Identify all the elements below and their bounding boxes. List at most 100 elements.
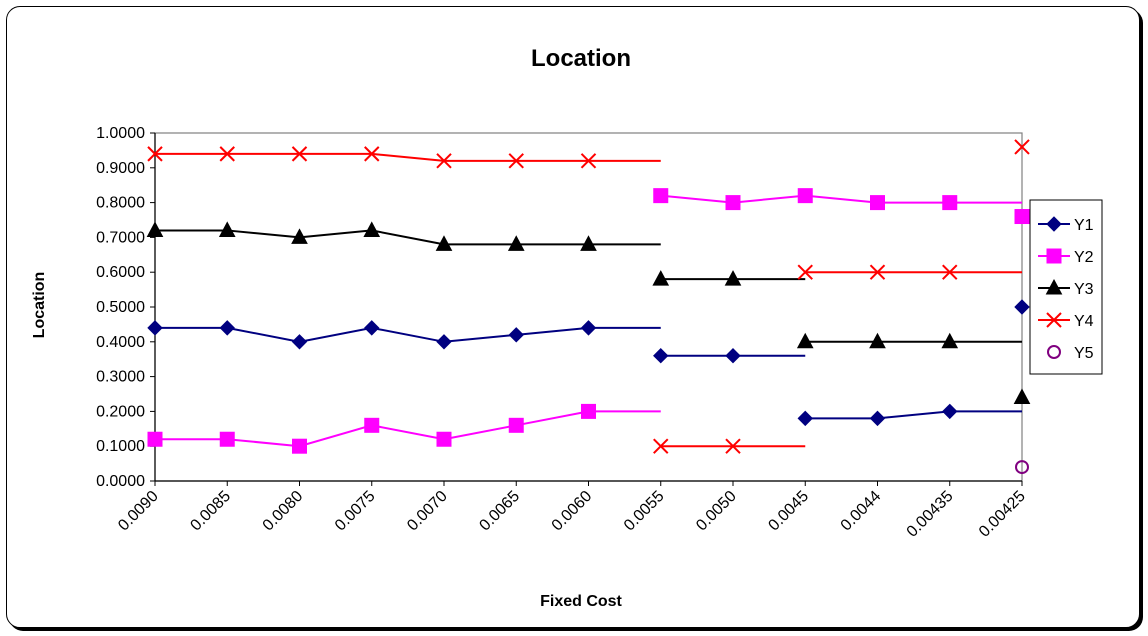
legend-y2-marker xyxy=(1046,248,1062,264)
series-y4-point xyxy=(797,264,813,280)
series-y5-point xyxy=(1015,460,1029,475)
legend-y4-marker xyxy=(1046,312,1062,328)
series-y1-point xyxy=(291,334,308,350)
series-y4-point xyxy=(942,264,958,280)
series-y3-point xyxy=(218,221,236,237)
series-y1-point xyxy=(1014,299,1030,315)
x-tick-label: 0.0060 xyxy=(549,488,596,535)
series-y4-point xyxy=(291,146,308,162)
legend-y2-label: Y2 xyxy=(1074,249,1094,266)
y-tick-label: 0.0000 xyxy=(96,473,145,490)
series-y2-line xyxy=(155,410,661,448)
y-tick-label: 0.5000 xyxy=(96,299,145,316)
series-y1-point xyxy=(436,334,452,350)
series-y1-point xyxy=(869,410,886,427)
x-tick-label: 0.0080 xyxy=(260,488,307,535)
x-tick-label: 0.0070 xyxy=(404,488,451,535)
x-tick-label: 0.00435 xyxy=(904,488,957,541)
x-tick-label: 0.0075 xyxy=(332,488,379,535)
series-y2-point xyxy=(508,417,524,433)
series-y3-line xyxy=(155,229,661,246)
series-y2-point xyxy=(870,195,885,211)
series-y4-point xyxy=(1014,139,1030,155)
y-axis-title: Location xyxy=(31,272,48,339)
series-y2-point xyxy=(942,195,958,211)
y-tick-label: 0.4000 xyxy=(96,334,145,351)
series-y1-line xyxy=(805,410,1022,420)
legend-y3-label: Y3 xyxy=(1074,281,1094,298)
plot-border xyxy=(154,132,1023,482)
series-y2-point xyxy=(436,431,452,447)
x-tick-label: 0.0055 xyxy=(621,488,668,535)
series-y1-point xyxy=(508,327,524,343)
series-y4-point xyxy=(364,146,380,162)
series-y1-point xyxy=(219,320,235,336)
series-y2-point xyxy=(147,431,163,447)
series-y2-point xyxy=(797,188,813,204)
series-y1-line xyxy=(155,326,661,343)
x-tick-label: 0.0044 xyxy=(838,488,885,535)
x-axis-title: Fixed Cost xyxy=(540,593,622,610)
series-y3-point xyxy=(435,235,453,251)
legend-y1-marker xyxy=(1046,216,1062,232)
series-y1-point xyxy=(797,410,813,427)
series-y1-point xyxy=(725,348,741,364)
x-tick-label: 0.0085 xyxy=(187,488,234,535)
series-y1-point xyxy=(364,320,380,336)
legend-y5-label: Y5 xyxy=(1074,345,1094,362)
y-tick-label: 1.0000 xyxy=(96,125,145,142)
series-y2-point xyxy=(725,195,741,211)
series-y3-point xyxy=(580,235,597,251)
legend-y4-label: Y4 xyxy=(1074,313,1094,330)
series-y4-line xyxy=(155,152,661,162)
series-y1-point xyxy=(580,320,597,336)
series-y4-point xyxy=(869,264,886,280)
legend: Y1 Y2 Y3 Y4 Y5 xyxy=(1029,199,1103,375)
y-tick-label: 0.2000 xyxy=(96,403,145,420)
series-y3-point xyxy=(869,332,886,349)
series-y2-point xyxy=(581,403,596,419)
series-y3-point xyxy=(363,221,381,237)
y-tick-label: 0.8000 xyxy=(96,195,145,212)
x-tick-label: 0.00425 xyxy=(976,488,1029,541)
series-y4-point xyxy=(580,153,597,169)
legend-y1-label: Y1 xyxy=(1074,217,1094,234)
series-y2-point xyxy=(1014,209,1030,225)
y-tick-label: 0.9000 xyxy=(96,160,145,177)
legend-y3-marker xyxy=(1045,278,1063,295)
series-y3-point xyxy=(796,332,814,349)
y-tick-label: 0.6000 xyxy=(96,264,145,281)
series-y4-point xyxy=(508,153,524,169)
legend-y5-marker xyxy=(1047,345,1061,359)
series-y4-point xyxy=(219,146,235,162)
series-y2-point xyxy=(219,431,235,447)
x-tick-label: 0.0045 xyxy=(765,488,812,535)
chart-frame xyxy=(6,6,1140,628)
series-y4-point xyxy=(725,438,741,454)
series-y1-point xyxy=(653,348,669,364)
x-tick-label: 0.0090 xyxy=(115,488,162,535)
y-tick-label: 0.3000 xyxy=(96,369,145,386)
series-y4-point xyxy=(653,438,669,454)
series-y3-point xyxy=(291,228,308,244)
x-tick-label: 0.0050 xyxy=(693,488,740,535)
series-y2-point xyxy=(364,417,380,433)
y-tick-label: 0.1000 xyxy=(96,438,145,455)
series-y3-point xyxy=(652,270,670,286)
series-y3-point xyxy=(724,270,742,286)
series-y2-point xyxy=(292,438,307,454)
series-y3-point xyxy=(146,221,164,237)
series-y4-point xyxy=(147,146,163,162)
series-y4-point xyxy=(436,153,452,169)
series-y3-point xyxy=(1013,388,1031,404)
series-y3-point xyxy=(941,332,959,349)
series-y3-point xyxy=(507,235,525,251)
series-y1-point xyxy=(942,403,958,420)
x-tick-label: 0.0065 xyxy=(476,488,523,535)
series-y1-point xyxy=(147,320,163,336)
plot-area: 0.0000 0.1000 0.2000 0.3000 0.4000 0.5000 0.60… xyxy=(96,125,1031,541)
y-tick-label: 0.7000 xyxy=(96,229,145,246)
series-y2-point xyxy=(653,188,669,204)
chart-title: Location xyxy=(531,45,631,72)
